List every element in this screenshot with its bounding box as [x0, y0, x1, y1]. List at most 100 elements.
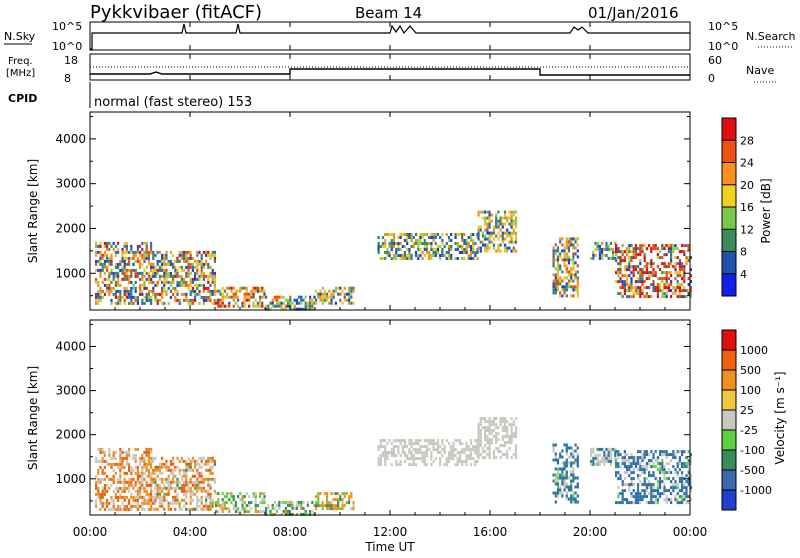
velocity-cell-r1 [209, 471, 212, 475]
velocity-cell-r2 [259, 510, 262, 514]
power-cell-r0 [121, 277, 124, 281]
power-cell-r1 [174, 265, 177, 269]
power-cell-r0 [99, 256, 102, 260]
velocity-cell-r6 [512, 435, 515, 439]
velocity-cell-r9 [663, 477, 666, 481]
power-cell-r1 [211, 280, 214, 284]
power-panel-frame [89, 111, 691, 311]
velocity-cell-r0 [132, 477, 135, 481]
power-cell-r5 [390, 248, 393, 251]
velocity-cell-r1 [205, 501, 208, 505]
power-cell-r1 [191, 262, 194, 266]
velocity-cell-r9 [623, 462, 626, 466]
velocity-cell-r9 [687, 483, 690, 487]
velocity-cell-r1 [194, 492, 197, 496]
power-cell-r3 [304, 304, 307, 308]
velocity-cell-r5 [430, 454, 433, 458]
velocity-cell-r9 [652, 465, 655, 469]
velocity-cell-r7 [572, 500, 575, 504]
power-cell-r7 [563, 276, 566, 280]
power-cell-r7 [552, 279, 555, 283]
velocity-cell-r9 [621, 495, 624, 499]
power-cell-r1 [163, 262, 166, 266]
velocity-cell-r5 [386, 451, 389, 455]
power-cell-r7 [559, 282, 562, 286]
power-cell-r1 [209, 298, 212, 302]
power-cell-r0 [99, 289, 102, 293]
velocity-cell-r8 [594, 456, 597, 460]
power-cell-r0 [134, 280, 137, 284]
velocity-cell-r2 [215, 510, 218, 514]
velocity-cell-r4 [330, 492, 333, 496]
power-cell-r5 [456, 245, 459, 248]
power-cell-r9 [667, 277, 670, 281]
velocity-cell-r9 [617, 462, 620, 466]
velocity-cell-r0 [147, 501, 150, 505]
velocity-cell-r4 [332, 507, 335, 511]
power-cell-r5 [399, 257, 402, 260]
power-cell-r9 [652, 271, 655, 275]
nsky-trace [90, 23, 690, 50]
velocity-cell-r9 [672, 450, 675, 454]
y-tick-label: 2000 [55, 221, 86, 235]
velocity-cell-r3 [291, 503, 294, 507]
power-cell-r4 [343, 295, 346, 299]
velocity-cell-r1 [178, 459, 181, 463]
power-cell-r2 [261, 301, 264, 305]
power-cell-r0 [95, 253, 98, 257]
power-cell-r9 [641, 292, 644, 296]
power-cell-r0 [143, 295, 146, 299]
power-cell-r0 [112, 241, 115, 245]
colorbar-segment [722, 430, 736, 451]
velocity-cell-r1 [209, 504, 212, 508]
velocity-cell-r1 [156, 492, 159, 496]
power-cell-r1 [172, 262, 175, 266]
power-cell-r1 [196, 265, 199, 269]
velocity-cell-r0 [143, 450, 146, 454]
velocity-cell-r6 [479, 432, 482, 436]
velocity-cell-r9 [661, 450, 664, 454]
velocity-cell-r5 [412, 442, 415, 446]
power-cell-r1 [161, 259, 164, 263]
colorbar-tick-label: 24 [740, 157, 754, 170]
power-cell-r9 [665, 277, 668, 281]
power-cell-r1 [189, 292, 192, 296]
power-cell-r1 [196, 283, 199, 287]
velocity-cell-r7 [574, 500, 577, 504]
power-cell-r9 [678, 271, 681, 275]
velocity-cell-r5 [445, 460, 448, 464]
power-cell-r1 [198, 283, 201, 287]
velocity-cell-r9 [639, 495, 642, 499]
power-cell-r4 [345, 298, 348, 302]
power-cell-r2 [226, 295, 229, 299]
velocity-cell-r5 [452, 457, 455, 461]
power-cell-r1 [187, 256, 190, 260]
power-cell-r1 [150, 277, 153, 281]
power-cell-r1 [207, 295, 210, 299]
velocity-cell-r0 [103, 507, 106, 511]
power-cell-r0 [139, 262, 142, 266]
velocity-cell-r9 [681, 453, 684, 457]
velocity-cell-r1 [202, 456, 205, 460]
power-cell-r6 [495, 234, 498, 238]
velocity-cell-r2 [254, 498, 257, 502]
power-cell-r0 [97, 280, 100, 284]
power-cell-r1 [165, 292, 168, 296]
power-cell-r9 [681, 265, 684, 269]
velocity-cell-r0 [139, 483, 142, 487]
velocity-cell-r8 [609, 459, 612, 463]
power-cell-r7 [574, 288, 577, 292]
velocity-cell-r1 [154, 468, 157, 472]
power-cell-r1 [202, 265, 205, 269]
velocity-cell-r1 [150, 501, 153, 505]
power-cell-r6 [497, 249, 500, 253]
velocity-cell-r3 [309, 509, 312, 513]
power-cell-r5 [465, 248, 468, 251]
velocity-cell-r6 [484, 456, 487, 460]
velocity-cell-r1 [187, 486, 190, 490]
velocity-cell-r7 [559, 473, 562, 477]
velocity-cell-r1 [176, 477, 179, 481]
power-cell-r1 [196, 292, 199, 296]
velocity-cell-r3 [287, 503, 290, 507]
velocity-cell-r7 [563, 461, 566, 465]
